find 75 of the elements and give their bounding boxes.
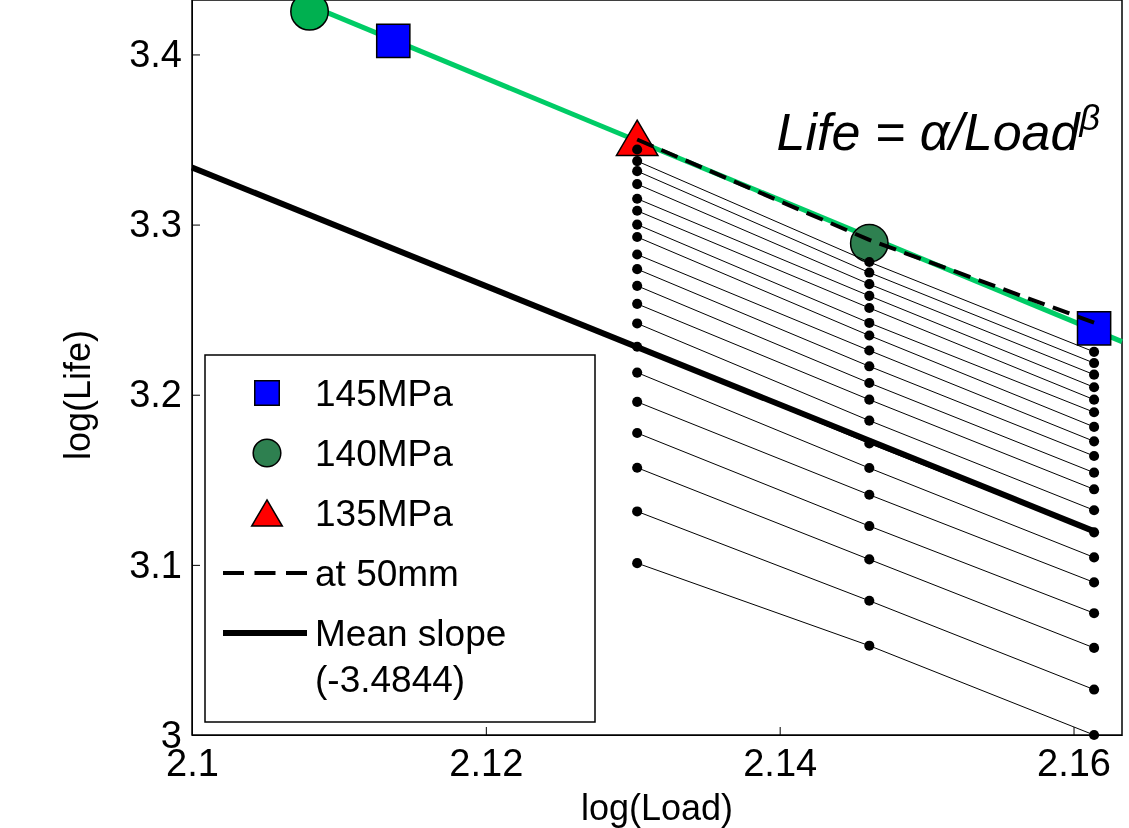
point bbox=[1089, 527, 1100, 538]
point bbox=[864, 489, 875, 500]
point bbox=[1089, 450, 1100, 462]
y-tick-label: 3.3 bbox=[129, 203, 182, 246]
point bbox=[864, 267, 875, 278]
point bbox=[632, 396, 643, 407]
x-axis-title: log(Load) bbox=[580, 787, 734, 828]
point bbox=[632, 506, 643, 517]
point bbox=[632, 558, 643, 569]
point bbox=[632, 231, 643, 243]
point bbox=[632, 462, 643, 473]
point bbox=[1089, 382, 1100, 393]
point bbox=[864, 438, 875, 449]
legend-label: Mean slope (-3.4844) bbox=[315, 613, 507, 700]
point bbox=[632, 298, 643, 309]
point bbox=[1089, 407, 1100, 418]
annotation: Life = α/Load$^{β}$ bbox=[776, 96, 1100, 161]
point bbox=[864, 302, 875, 313]
point bbox=[632, 144, 643, 155]
point bbox=[1089, 467, 1100, 478]
point bbox=[864, 256, 875, 268]
point bbox=[632, 205, 643, 216]
x-tick-label: 2.14 bbox=[743, 741, 818, 784]
point bbox=[632, 193, 643, 204]
point bbox=[864, 463, 875, 474]
point bbox=[632, 249, 643, 260]
legend-label: at 50mm bbox=[315, 553, 459, 594]
y-axis-title: log(Life) bbox=[57, 329, 98, 461]
point bbox=[864, 330, 875, 341]
y-tick-label: 3.2 bbox=[129, 373, 182, 416]
point bbox=[1089, 577, 1100, 588]
point bbox=[1089, 358, 1100, 369]
point bbox=[1089, 552, 1100, 563]
point bbox=[1089, 436, 1100, 447]
point bbox=[1089, 484, 1100, 495]
point bbox=[1089, 346, 1100, 357]
point bbox=[632, 264, 643, 275]
point bbox=[864, 317, 875, 328]
point bbox=[632, 318, 643, 329]
point bbox=[632, 280, 643, 291]
point bbox=[864, 394, 875, 405]
legend-label: 135MPa bbox=[315, 493, 454, 534]
point bbox=[864, 290, 875, 301]
point bbox=[1089, 394, 1100, 405]
point bbox=[864, 377, 875, 389]
point bbox=[864, 521, 875, 532]
legend-label: 145MPa bbox=[315, 373, 454, 414]
point bbox=[632, 341, 643, 352]
x-tick-label: 2.16 bbox=[1037, 741, 1111, 784]
point bbox=[1089, 729, 1100, 741]
point bbox=[864, 595, 875, 606]
point bbox=[1089, 505, 1100, 516]
point bbox=[632, 156, 643, 167]
point bbox=[864, 554, 875, 565]
point bbox=[632, 219, 643, 230]
x-tick-label: 2.12 bbox=[449, 741, 524, 784]
point bbox=[632, 427, 643, 439]
point bbox=[632, 367, 643, 378]
point bbox=[632, 179, 643, 190]
point bbox=[1076, 311, 1112, 346]
point bbox=[1089, 421, 1100, 432]
point bbox=[632, 166, 643, 177]
point bbox=[1089, 642, 1100, 653]
y-tick-label: 3.4 bbox=[129, 33, 182, 76]
y-tick-label: 3.1 bbox=[129, 543, 182, 586]
legend-label: 140MPa bbox=[315, 433, 454, 474]
point bbox=[864, 361, 875, 372]
point bbox=[864, 345, 875, 356]
point bbox=[864, 415, 875, 426]
point bbox=[864, 640, 875, 651]
point bbox=[375, 23, 411, 59]
point bbox=[1089, 608, 1100, 619]
point bbox=[1089, 684, 1100, 695]
point bbox=[864, 279, 875, 290]
point bbox=[1089, 369, 1100, 380]
